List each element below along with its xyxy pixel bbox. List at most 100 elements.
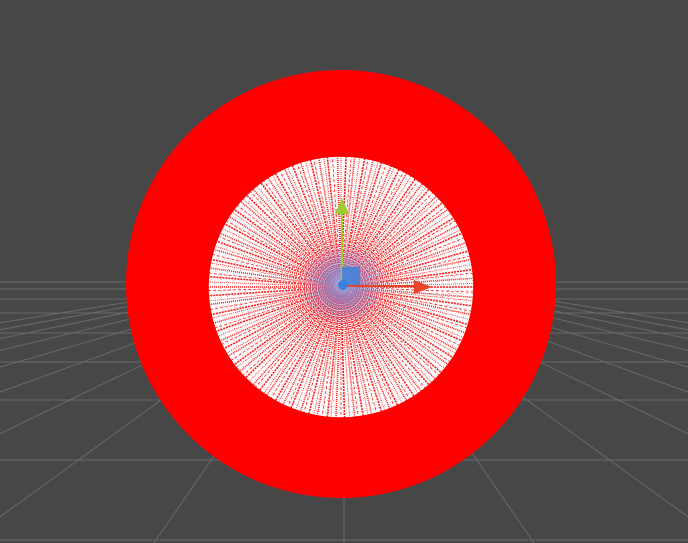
wire-edge: [340, 253, 474, 288]
wire-edge: [340, 286, 457, 367]
wire-edge: [296, 286, 342, 418]
wire-edge: [217, 219, 342, 288]
wire-edge: [286, 286, 342, 417]
wire-edge: [340, 286, 407, 412]
wire-edge: [340, 193, 446, 288]
wire-edge: [209, 237, 342, 288]
wire-edge: [305, 286, 342, 418]
wire-edge: [340, 243, 474, 288]
wire-edge: [340, 286, 427, 399]
wire-edge: [340, 271, 474, 288]
wire-edge: [340, 165, 412, 288]
wire-edge: [340, 168, 417, 288]
wire-ring: [238, 184, 444, 390]
wire-edge: [222, 211, 342, 288]
wire-edge: [212, 229, 342, 288]
wire-edge: [340, 286, 415, 407]
wire-edge: [227, 204, 342, 288]
wire-edge: [212, 286, 342, 345]
wire-edge: [340, 216, 463, 288]
wire-edge: [249, 286, 342, 394]
wire-edge: [211, 233, 342, 288]
wire-edge: [278, 286, 342, 413]
wire-edge: [340, 286, 463, 358]
wire-edge: [208, 286, 342, 303]
grid-line: [391, 275, 688, 331]
wire-edge: [208, 246, 342, 288]
wire-edge: [243, 286, 342, 388]
wire-edge: [219, 286, 342, 358]
wire-edge: [336, 156, 342, 288]
wire-ring: [232, 178, 450, 396]
wire-edge: [340, 201, 453, 288]
wire-edge: [340, 286, 371, 418]
wire-edge: [340, 234, 472, 288]
wire-edge: [340, 221, 466, 288]
y-axis-arrow-icon[interactable]: [335, 198, 349, 214]
wire-edge: [236, 286, 342, 381]
wire-edge: [340, 157, 396, 288]
wire-edge: [340, 156, 371, 288]
wire-edge: [208, 243, 342, 288]
grid-line: [0, 275, 309, 352]
wire-edge: [340, 286, 389, 418]
wire-edge: [311, 286, 342, 418]
wire-edge: [208, 271, 342, 288]
wire-edge: [246, 286, 342, 392]
wire-edge: [340, 286, 412, 409]
wire-edge: [208, 286, 342, 307]
wire-edge: [255, 175, 342, 288]
wire-edge: [340, 286, 438, 389]
wire-edge: [208, 286, 342, 321]
wire-edge: [311, 156, 342, 288]
wire-edge: [296, 156, 342, 288]
wire-edge: [340, 286, 346, 418]
wire-edge: [214, 286, 342, 348]
move-tool-gizmo[interactable]: [335, 198, 432, 294]
wire-edge: [322, 156, 342, 288]
wire-edge: [233, 195, 342, 288]
grid-line: [385, 275, 688, 340]
wire-edge: [340, 173, 424, 288]
wire-ring: [220, 166, 462, 408]
wire-edge: [208, 261, 342, 288]
wire-edge: [208, 252, 342, 288]
wire-edge: [340, 286, 360, 418]
wire-edge: [236, 193, 342, 288]
wire-edge: [208, 275, 342, 288]
pivot-center-icon[interactable]: [338, 280, 348, 290]
wire-edge: [208, 286, 342, 292]
grid-line: [0, 275, 303, 340]
plane-handle-icon[interactable]: [342, 267, 360, 285]
wire-edge: [340, 286, 474, 317]
grid-line: [0, 275, 291, 324]
wire-edge: [340, 286, 449, 379]
wire-edge: [267, 167, 342, 288]
wire-edge: [340, 286, 471, 341]
wire-edge: [208, 286, 342, 312]
wire-edge: [279, 160, 342, 288]
wire-edge: [225, 207, 342, 288]
wire-edge: [208, 257, 342, 288]
wire-edge: [258, 286, 342, 401]
wire-edge: [340, 186, 439, 288]
wire-edge: [238, 286, 342, 385]
wire-edge: [340, 180, 433, 288]
x-axis-arrow-icon[interactable]: [414, 280, 432, 294]
wire-edge: [283, 158, 342, 288]
wire-edge: [265, 286, 342, 406]
wire-edge: [216, 286, 342, 353]
wire-edge: [262, 170, 342, 288]
wire-edge: [340, 286, 460, 363]
wire-edge: [340, 286, 386, 418]
wire-edge: [340, 286, 366, 418]
wire-edge: [340, 257, 474, 288]
wire-ring: [226, 172, 456, 402]
wire-edge: [340, 286, 431, 395]
wire-ring: [214, 160, 468, 414]
wire-edge: [340, 286, 474, 303]
wire-edge: [340, 286, 375, 418]
wire-edge: [340, 156, 357, 288]
